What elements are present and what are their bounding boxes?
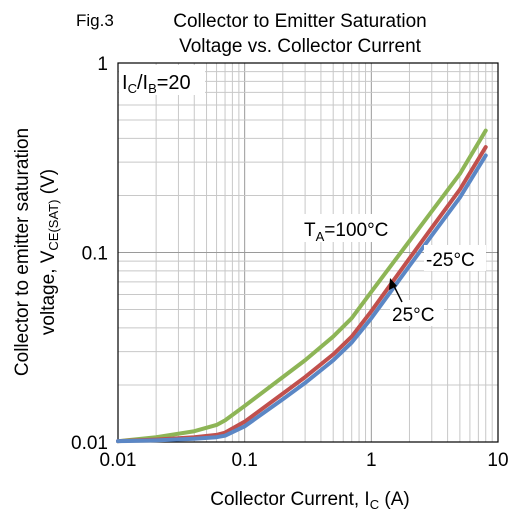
condition-sub1: C bbox=[128, 81, 137, 96]
annotation-ta100-prefix: T bbox=[304, 220, 316, 241]
y-axis-label-line1: Collector to emitter saturation bbox=[12, 128, 33, 376]
condition-end: =20 bbox=[157, 72, 191, 94]
annotation-ta100-bg bbox=[302, 214, 402, 242]
y-axis-label-line2: voltage, VCE(SAT) (V) bbox=[38, 169, 61, 335]
annotation-p25-bg bbox=[390, 300, 444, 326]
y-axis-label-main: voltage, V bbox=[38, 250, 59, 335]
chart-title-line2: Voltage vs. Collector Current bbox=[179, 36, 422, 57]
annotation-ta100: TA=100°C bbox=[304, 220, 388, 244]
annotation-m25: -25°C bbox=[426, 250, 475, 271]
plot-frame bbox=[117, 62, 499, 443]
condition-label: IC/IB=20 bbox=[122, 72, 191, 96]
y-tick-label: 0.01 bbox=[71, 433, 108, 454]
x-tick-label: 10 bbox=[487, 450, 508, 471]
x-tick-label: 0.01 bbox=[100, 450, 137, 471]
condition-box bbox=[119, 65, 205, 95]
annotation-ta100-sub: A bbox=[316, 229, 325, 244]
condition-main: I bbox=[122, 72, 128, 94]
x-axis-label-sub: C bbox=[370, 497, 379, 512]
annotation-ta100-text: =100°C bbox=[324, 220, 388, 241]
condition-mid: /I bbox=[137, 72, 148, 94]
figure-label: Fig.3 bbox=[76, 11, 114, 30]
y-axis-label-sub: CE(SAT) bbox=[46, 200, 61, 251]
x-tick-label: 1 bbox=[366, 450, 377, 471]
y-tick-label: 0.1 bbox=[82, 244, 108, 265]
x-tick-label: 0.1 bbox=[231, 450, 257, 471]
condition-sub2: B bbox=[148, 81, 157, 96]
chart-title-line1: Collector to Emitter Saturation bbox=[173, 11, 426, 32]
series-line-1 bbox=[116, 128, 488, 444]
annotation-m25-bg bbox=[424, 245, 486, 271]
y-axis-label-unit: (V) bbox=[38, 169, 59, 200]
x-axis-label: Collector Current, IC (A) bbox=[210, 489, 409, 512]
x-axis-label-main: Collector Current, I bbox=[210, 489, 369, 510]
annotation-p25: 25°C bbox=[392, 305, 434, 326]
y-tick-label: 1 bbox=[97, 54, 108, 75]
tick-labels: 0.01 0.1 1 10 0.01 0.1 1 bbox=[71, 54, 509, 471]
annotation-p25-arrowhead bbox=[389, 278, 397, 290]
x-axis-label-unit: (A) bbox=[379, 489, 410, 510]
